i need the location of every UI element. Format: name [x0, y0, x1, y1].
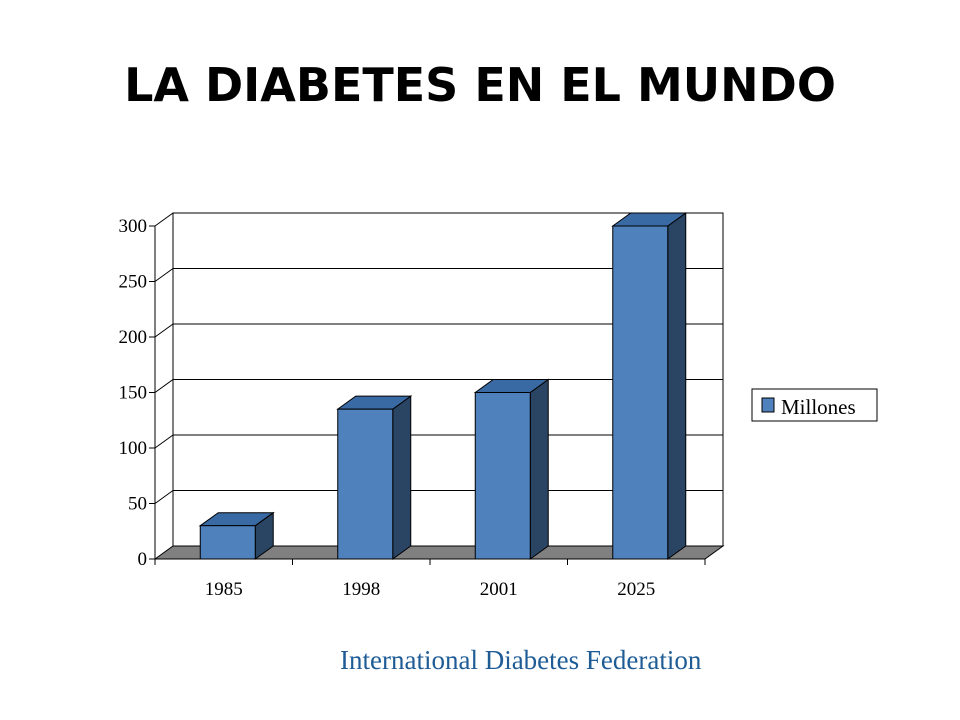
side-gridline [154, 212, 174, 227]
side-gridline [154, 434, 174, 449]
x-tick-label-2001: 2001 [480, 579, 518, 600]
x-tick-label-1998: 1998 [342, 579, 380, 600]
side-gridline [154, 268, 174, 282]
y-tick-label: 200 [119, 327, 148, 348]
source-note: International Diabetes Federation [340, 645, 702, 675]
y-tick-label: 300 [119, 216, 148, 237]
y-tick-label: 100 [119, 438, 148, 459]
side-gridline [154, 379, 174, 393]
side-gridline [154, 490, 174, 504]
y-axis-tick-labels: 0 50 100 150 200 250 300 [119, 216, 148, 570]
bar-front-1998 [337, 408, 394, 560]
page-title: LA DIABETES EN EL MUNDO [124, 58, 836, 112]
y-tick-label: 250 [119, 272, 148, 293]
y-tick-label: 50 [128, 494, 147, 515]
bar-front-1985 [199, 525, 256, 560]
y-tick-label: 150 [119, 383, 148, 404]
x-tick-label-2025: 2025 [617, 579, 655, 600]
bar-front-2001 [474, 392, 531, 560]
chart-bars [198, 212, 688, 560]
x-axis-tick-labels: 1985 1998 2001 2025 [205, 579, 656, 600]
legend-swatch [761, 397, 775, 413]
bar-1985 [198, 511, 275, 560]
bar-side-2001 [529, 378, 549, 560]
bar-side-2025 [667, 212, 687, 560]
side-gridline [154, 323, 174, 338]
legend-label-millones: Millones [781, 395, 856, 419]
bar-1998 [336, 395, 413, 560]
bar-side-1998 [392, 395, 412, 560]
y-tick-label: 0 [138, 549, 148, 570]
bar-front-2025 [612, 225, 669, 560]
bar-2025 [611, 212, 688, 560]
x-tick-label-1985: 1985 [205, 579, 243, 600]
chart-legend: Millones [751, 388, 878, 422]
bar-2001 [473, 378, 550, 560]
